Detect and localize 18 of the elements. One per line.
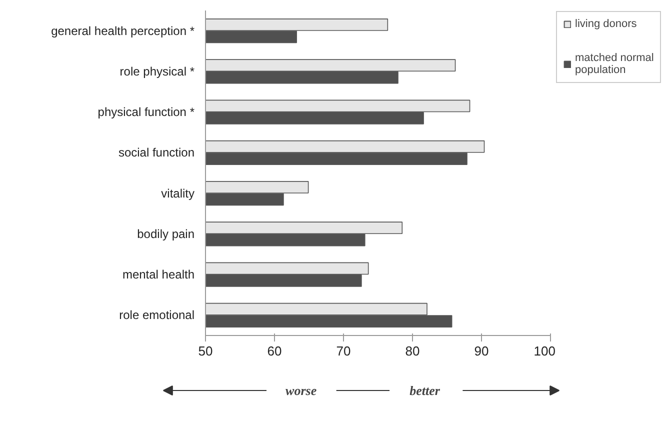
y-tick-label: role physical * (120, 64, 195, 78)
y-tick-label: role emotional (119, 308, 194, 322)
text: better (410, 383, 441, 398)
x-tick-label: 80 (405, 344, 420, 358)
x-tick-label: 100 (534, 344, 556, 358)
y-tick-label: mental health (122, 268, 194, 282)
y-tick-label: vitality (161, 186, 195, 200)
y-tick-label: physical function * (98, 105, 195, 120)
y-tick-label: bodily pain (137, 226, 194, 241)
x-tick-label: 60 (267, 344, 282, 358)
text: worse (286, 383, 317, 398)
x-tick-label: 70 (336, 344, 351, 358)
y-tick-label: social function (118, 146, 195, 160)
x-tick-label: 50 (198, 344, 213, 358)
legend-label: matched normal population (575, 52, 654, 76)
x-tick-label: 90 (474, 344, 489, 358)
y-tick-label: general health perception * (51, 24, 195, 38)
legend-label: living donors (575, 18, 637, 30)
